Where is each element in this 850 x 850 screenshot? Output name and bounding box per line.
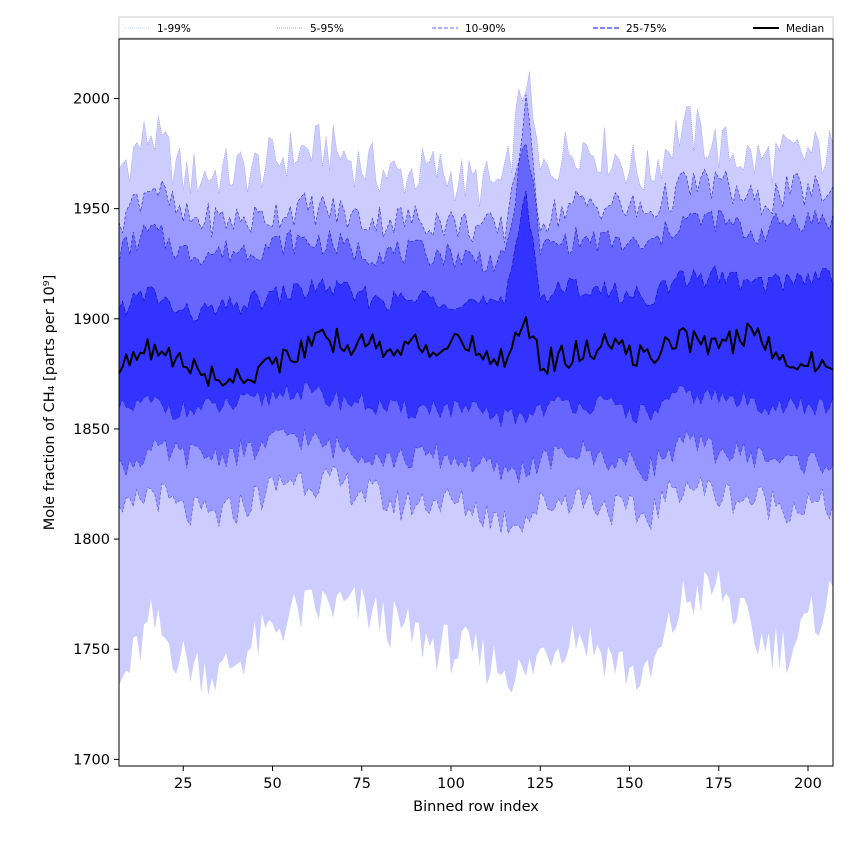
- median-series: [118, 316, 834, 387]
- legend-label: 10-90%: [465, 23, 506, 35]
- band-10-90-upper-line: [118, 143, 834, 273]
- band-25-75-lower-line: [118, 381, 834, 428]
- legend-item-1-99: 1-99%: [124, 23, 191, 35]
- x-tick-label: 25: [174, 776, 192, 792]
- median-line: [118, 316, 834, 387]
- legend-label: Median: [786, 23, 824, 35]
- x-tick-label: 100: [437, 776, 465, 792]
- legend-label: 5-95%: [310, 23, 344, 35]
- legend-item-25-75: 25-75%: [593, 23, 667, 35]
- plot-frame: [118, 38, 834, 767]
- y-axis: 1700 1750 1800 1850 1900 1950 2000: [73, 91, 119, 768]
- legend-label: 1-99%: [157, 23, 191, 35]
- x-tick-label: 150: [616, 776, 644, 792]
- band-5-95-lower-line: [118, 465, 834, 535]
- percentile-bands: [118, 71, 834, 696]
- x-axis-title: Binned row index: [413, 799, 539, 815]
- band-10-90-lower-line: [118, 428, 834, 483]
- legend-item-10-90: 10-90%: [432, 23, 506, 35]
- x-tick-label: 75: [353, 776, 371, 792]
- y-tick-label: 1950: [73, 202, 110, 218]
- legend-label: 25-75%: [626, 23, 667, 35]
- legend: 1-99% 5-95% 10-90% 25-75% Median: [118, 16, 834, 39]
- band-25-75-upper-line: [118, 190, 834, 322]
- x-tick-label: 125: [526, 776, 554, 792]
- legend-item-5-95: 5-95%: [277, 23, 344, 35]
- y-axis-title: Mole fraction of CH₄ [parts per 10⁹]: [42, 275, 58, 530]
- band-25-75-area: [119, 190, 833, 428]
- y-tick-label: 1800: [73, 532, 110, 548]
- y-tick-label: 1700: [73, 752, 110, 768]
- x-tick-label: 200: [794, 776, 822, 792]
- band-5-95-upper-line: [118, 94, 834, 243]
- y-tick-label: 2000: [73, 91, 110, 107]
- legend-item-Median: Median: [753, 23, 824, 35]
- legend-box: [118, 16, 834, 39]
- x-tick-label: 175: [705, 776, 733, 792]
- y-tick-label: 1750: [73, 642, 110, 658]
- y-tick-label: 1850: [73, 422, 110, 438]
- x-axis: 25 50 75 100 125 150 175 200: [174, 766, 822, 792]
- x-tick-label: 50: [263, 776, 281, 792]
- y-tick-label: 1900: [73, 312, 110, 328]
- band-1-99-upper-line: [118, 71, 834, 207]
